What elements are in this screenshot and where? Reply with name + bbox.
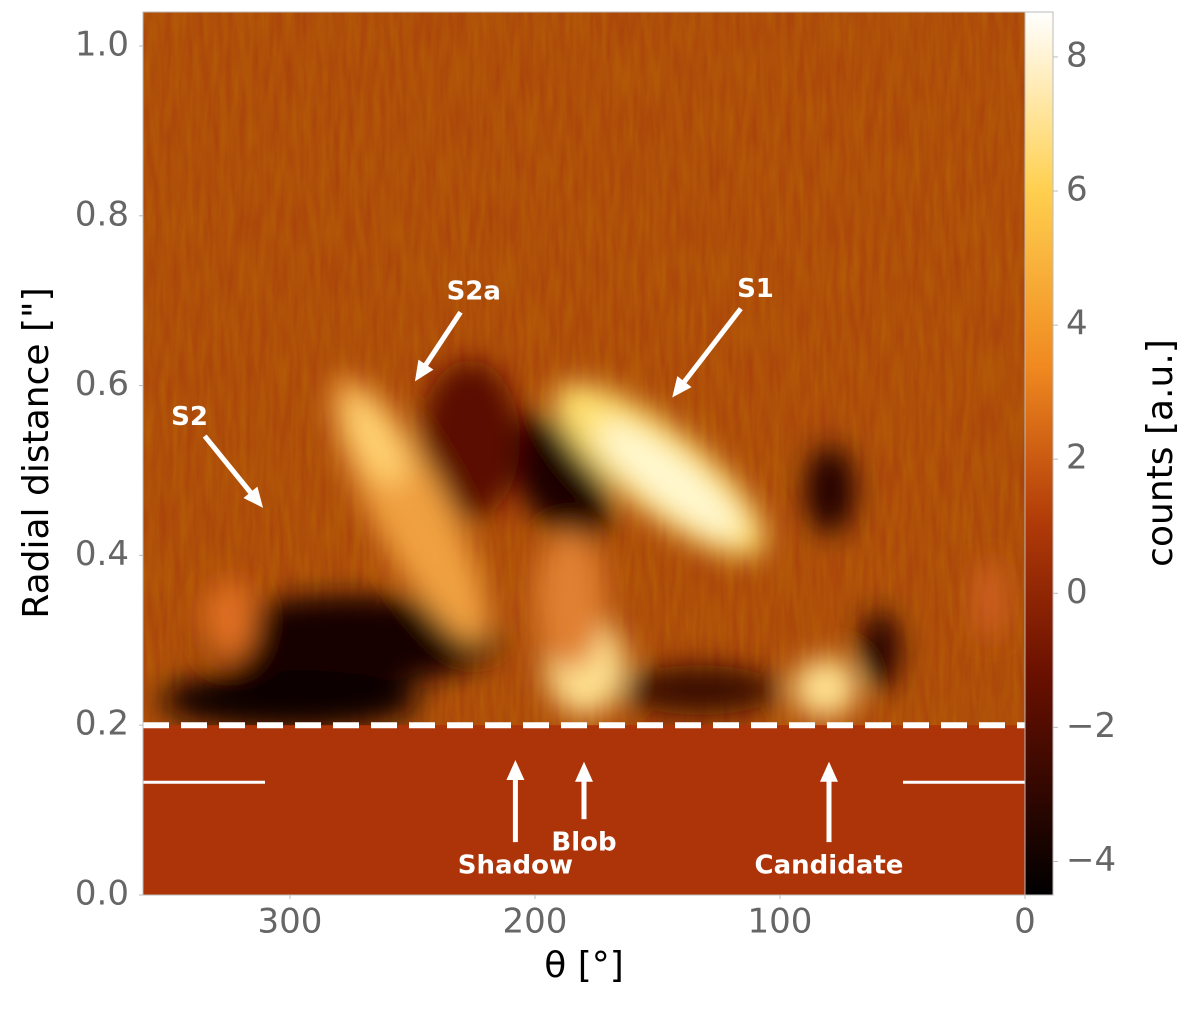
- annotation-arrow-shaft: [202, 434, 254, 496]
- colorbar-label: counts [a.u.]: [1140, 339, 1181, 567]
- annotation-arrow-head: [243, 486, 264, 508]
- y-tick-label: 0.4: [75, 534, 129, 574]
- annotation-label: Blob: [551, 828, 616, 858]
- x-tick-label: 300: [258, 902, 323, 942]
- annotation-arrow-shaft: [681, 307, 743, 385]
- annotation-arrow-head: [414, 359, 434, 382]
- colorbar: [1024, 11, 1054, 896]
- annotation-arrow-head: [672, 376, 692, 398]
- heatmap-image: [143, 12, 1025, 895]
- colorbar-tick-label: 0: [1066, 572, 1088, 612]
- y-tick-label: 0.6: [75, 364, 129, 404]
- annotation-arrow-head: [506, 760, 525, 781]
- y-axis-label: Radial distance ["]: [16, 287, 57, 618]
- colorbar-tick-label: −2: [1066, 706, 1116, 746]
- annotation-arrow-head: [820, 761, 838, 782]
- x-axis-label: θ [°]: [544, 945, 624, 986]
- x-tick-label: 100: [748, 902, 813, 942]
- x-tick-label: 0: [1014, 902, 1036, 942]
- y-tick-label: 0.2: [75, 704, 129, 744]
- colorbar-tick-label: 2: [1066, 438, 1088, 478]
- y-tick-label: 0.0: [75, 874, 129, 914]
- annotation-label: Shadow: [458, 851, 573, 881]
- annotation-label: S1: [737, 274, 774, 304]
- annotation-label: S2a: [447, 277, 501, 307]
- colorbar-tick-label: 6: [1066, 170, 1088, 210]
- annotation-arrow-shaft: [422, 310, 463, 368]
- colorbar-tick-label: 8: [1066, 35, 1088, 75]
- annotation-arrow-head: [575, 761, 593, 782]
- y-tick-label: 1.0: [75, 24, 129, 64]
- annotation-label: S2: [171, 402, 208, 432]
- colorbar-tick-label: 4: [1066, 304, 1088, 344]
- x-tick-label: 200: [503, 902, 568, 942]
- y-tick-label: 0.8: [75, 194, 129, 234]
- annotation-label: Candidate: [755, 851, 904, 881]
- colorbar-tick-label: −4: [1066, 840, 1116, 880]
